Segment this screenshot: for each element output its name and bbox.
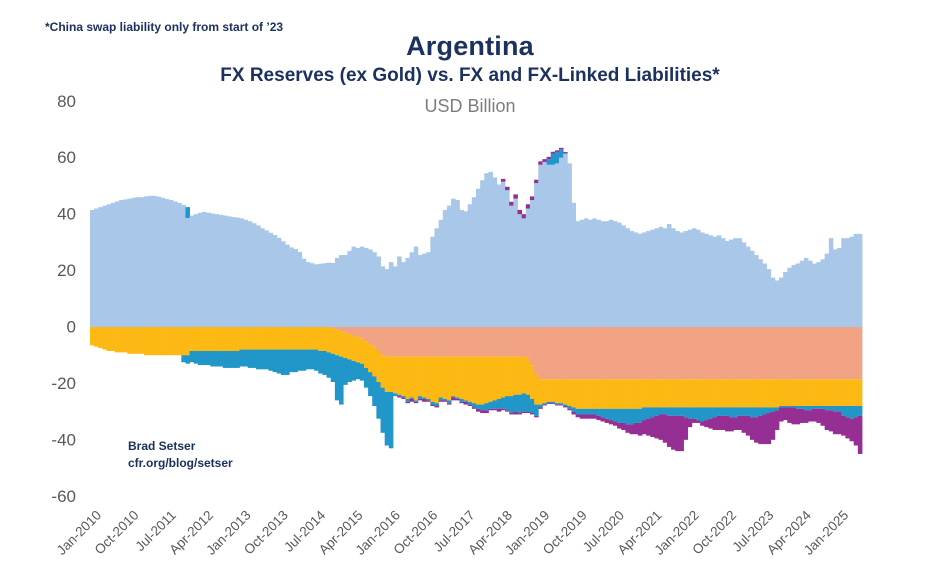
attribution: Brad Setser cfr.org/blog/setser bbox=[128, 438, 233, 472]
y-axis-labels: 80 60 40 20 0 -20 -40 -60 bbox=[51, 92, 76, 506]
y-tick-label: 20 bbox=[57, 261, 76, 280]
y-tick-label: 0 bbox=[67, 318, 76, 337]
bars-layer bbox=[90, 147, 863, 454]
x-axis-labels: Jan-2010Oct-2010Jul-2011Apr-2012Jan-2013… bbox=[54, 507, 852, 558]
chart-title: Argentina bbox=[406, 31, 534, 61]
attribution-author: Brad Setser bbox=[128, 439, 196, 453]
y-tick-label: 80 bbox=[57, 92, 76, 111]
y-tick-label: -60 bbox=[51, 487, 76, 506]
footnote-china-swap: *China swap liability only from start of… bbox=[45, 20, 284, 34]
y-tick-label: 60 bbox=[57, 148, 76, 167]
y-tick-label: 40 bbox=[57, 205, 76, 224]
chart-subtitle: FX Reserves (ex Gold) vs. FX and FX-Link… bbox=[220, 65, 720, 86]
chart-units-label: USD Billion bbox=[424, 96, 516, 116]
y-tick-label: -40 bbox=[51, 430, 76, 449]
y-tick-label: -20 bbox=[51, 374, 76, 393]
attribution-blog-url: cfr.org/blog/setser bbox=[128, 456, 233, 470]
